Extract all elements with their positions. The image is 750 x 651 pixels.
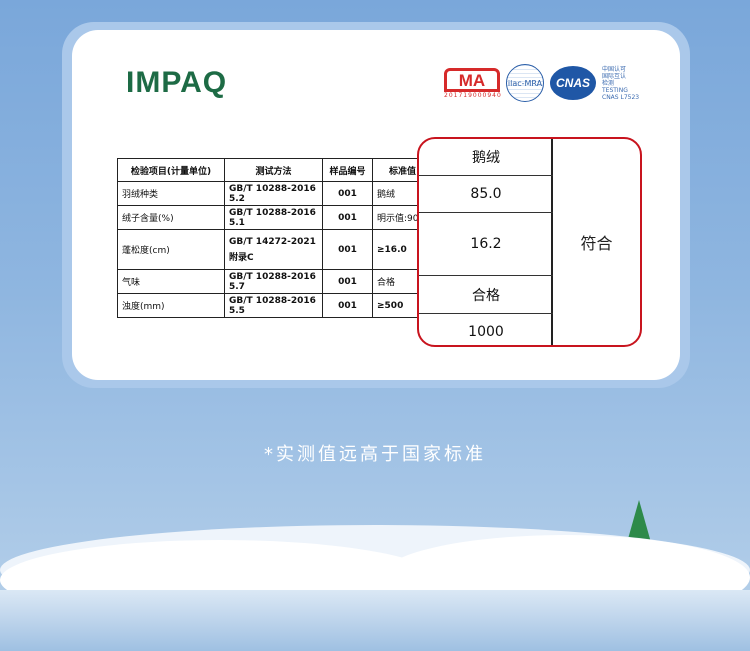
table-header: 检验项目(计量单位) 测试方法 样品编号 标准值 xyxy=(117,158,433,182)
table-row: 绒子含量(%) GB/T 10288-2016 5.1 001 明示值:90; xyxy=(117,205,433,230)
certification-logos: MA 201719000940 ilac-MRA CNAS 中国认可 国际互认 检测 T… xyxy=(444,64,639,102)
result-cell: 1000 xyxy=(468,323,504,340)
ilac-mra-logo: ilac-MRA xyxy=(506,64,544,102)
table-row: 羽绒种类 GB/T 10288-2016 5.2 001 鹅绒 xyxy=(117,181,433,206)
result-cell: 鹅绒 xyxy=(419,139,553,176)
result-cell: 85.0 xyxy=(419,176,553,213)
table-row: 蓬松度(cm) GB/T 14272-2021 附录C 001 ≥16.0 xyxy=(117,229,433,270)
test-report-table: 检验项目(计量单位) 测试方法 样品编号 标准值 羽绒种类 GB/T 10288-… xyxy=(117,158,433,318)
table-row: 浊度(mm) GB/T 10288-2016 5.5 001 ≥500 xyxy=(117,293,433,318)
result-cell: 合格 xyxy=(419,276,553,314)
footnote: *实测值远高于国家标准 xyxy=(264,444,486,465)
snow-ground xyxy=(0,590,750,651)
table-row: 气味 GB/T 10288-2016 5.7 001 合格 xyxy=(117,269,433,294)
results-highlight: 鹅绒 85.0 16.2 合格 1000 符合 xyxy=(417,137,642,347)
verdict-cell: 符合 xyxy=(580,234,613,253)
results-column: 鹅绒 85.0 16.2 合格 1000 xyxy=(419,139,553,345)
cnas-text: 中国认可 国际互认 检测 TESTING CNAS L7523 xyxy=(602,65,640,101)
result-cell: 16.2 xyxy=(419,213,553,276)
cma-logo: MA 201719000940 xyxy=(444,67,501,99)
cnas-logo: CNAS xyxy=(550,66,596,100)
impaq-logo: IMPAQ xyxy=(126,66,228,99)
